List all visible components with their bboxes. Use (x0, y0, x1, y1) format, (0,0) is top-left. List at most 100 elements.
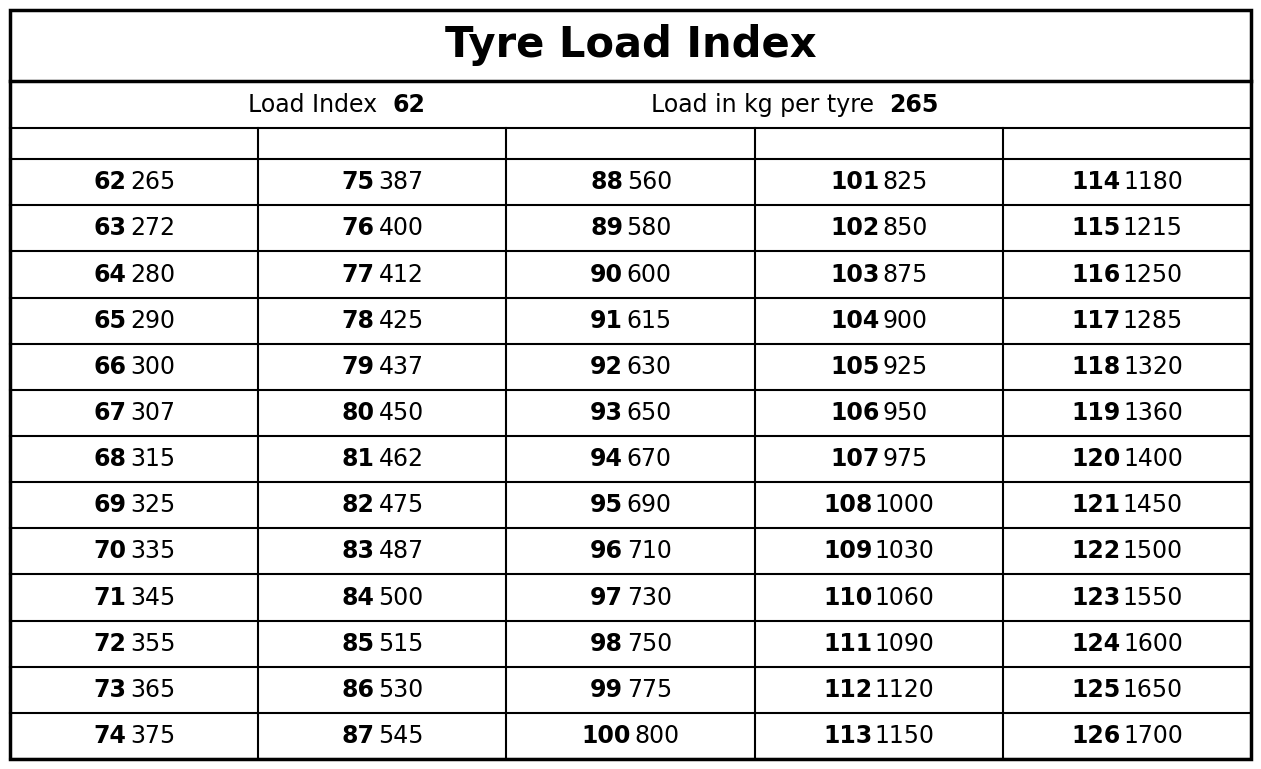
Text: 96: 96 (590, 539, 623, 564)
Text: 77: 77 (342, 262, 375, 287)
Text: 1180: 1180 (1124, 170, 1183, 195)
Text: 450: 450 (378, 401, 424, 425)
Text: 335: 335 (130, 539, 175, 564)
Text: 66: 66 (93, 355, 126, 379)
Text: 64: 64 (93, 262, 126, 287)
Text: Load Index: Load Index (248, 92, 392, 117)
Text: 600: 600 (627, 262, 672, 287)
Text: 272: 272 (130, 216, 175, 241)
Text: 545: 545 (378, 724, 424, 748)
Text: 76: 76 (342, 216, 375, 241)
Text: 80: 80 (342, 401, 375, 425)
Text: 775: 775 (627, 677, 672, 702)
Text: 615: 615 (627, 308, 672, 333)
Text: 400: 400 (378, 216, 424, 241)
Text: 1400: 1400 (1124, 447, 1183, 471)
Text: 85: 85 (342, 631, 375, 656)
Text: 86: 86 (342, 677, 375, 702)
Text: 355: 355 (130, 631, 175, 656)
Text: 116: 116 (1072, 262, 1121, 287)
Text: 1250: 1250 (1122, 262, 1183, 287)
Text: 114: 114 (1072, 170, 1121, 195)
Text: 97: 97 (590, 585, 623, 610)
Text: 1030: 1030 (875, 539, 934, 564)
Text: 75: 75 (342, 170, 375, 195)
Text: 115: 115 (1072, 216, 1121, 241)
Text: 122: 122 (1072, 539, 1121, 564)
Text: 109: 109 (823, 539, 873, 564)
Text: 90: 90 (590, 262, 623, 287)
Text: 88: 88 (590, 170, 623, 195)
Text: 950: 950 (883, 401, 927, 425)
Text: 315: 315 (130, 447, 175, 471)
Text: 1700: 1700 (1124, 724, 1183, 748)
Text: 630: 630 (627, 355, 672, 379)
Text: 475: 475 (378, 493, 424, 518)
Text: 1215: 1215 (1122, 216, 1183, 241)
Text: 365: 365 (130, 677, 175, 702)
Text: 91: 91 (590, 308, 623, 333)
Text: 62: 62 (93, 170, 126, 195)
Text: 71: 71 (93, 585, 126, 610)
Text: 1360: 1360 (1124, 401, 1183, 425)
Text: 1060: 1060 (875, 585, 934, 610)
Text: 1550: 1550 (1122, 585, 1183, 610)
Text: 92: 92 (590, 355, 623, 379)
Text: 1600: 1600 (1124, 631, 1183, 656)
Text: 300: 300 (130, 355, 175, 379)
Text: 462: 462 (378, 447, 424, 471)
Text: 290: 290 (130, 308, 175, 333)
Text: 119: 119 (1072, 401, 1121, 425)
Text: 387: 387 (378, 170, 424, 195)
Text: 83: 83 (342, 539, 375, 564)
Text: 110: 110 (823, 585, 873, 610)
Text: 93: 93 (590, 401, 623, 425)
Text: 123: 123 (1072, 585, 1121, 610)
Text: 325: 325 (130, 493, 175, 518)
Text: 70: 70 (93, 539, 126, 564)
Text: 84: 84 (342, 585, 375, 610)
Text: 118: 118 (1072, 355, 1121, 379)
Text: 95: 95 (590, 493, 623, 518)
Text: 580: 580 (627, 216, 672, 241)
Text: 1285: 1285 (1122, 308, 1183, 333)
Text: 81: 81 (342, 447, 375, 471)
Text: 62: 62 (392, 92, 425, 117)
Text: 850: 850 (881, 216, 927, 241)
Text: 825: 825 (881, 170, 927, 195)
Text: 103: 103 (830, 262, 879, 287)
Text: 63: 63 (93, 216, 126, 241)
Text: 1150: 1150 (875, 724, 934, 748)
Text: 124: 124 (1072, 631, 1121, 656)
Text: 730: 730 (627, 585, 672, 610)
Text: 690: 690 (627, 493, 672, 518)
Text: 126: 126 (1072, 724, 1121, 748)
Text: 106: 106 (830, 401, 879, 425)
Text: 710: 710 (627, 539, 672, 564)
Text: 425: 425 (378, 308, 424, 333)
Text: 412: 412 (378, 262, 424, 287)
Text: 68: 68 (93, 447, 126, 471)
Text: 900: 900 (883, 308, 927, 333)
Text: 108: 108 (823, 493, 873, 518)
Text: 1120: 1120 (875, 677, 934, 702)
Text: 65: 65 (93, 308, 126, 333)
Text: 500: 500 (378, 585, 424, 610)
Text: 82: 82 (342, 493, 375, 518)
Text: 101: 101 (830, 170, 879, 195)
Text: 94: 94 (590, 447, 623, 471)
Text: 102: 102 (830, 216, 879, 241)
Text: 875: 875 (881, 262, 927, 287)
Text: 98: 98 (590, 631, 623, 656)
Text: 530: 530 (378, 677, 424, 702)
Text: 112: 112 (823, 677, 873, 702)
Text: 375: 375 (130, 724, 175, 748)
Text: 345: 345 (130, 585, 175, 610)
Text: 104: 104 (830, 308, 879, 333)
Text: 74: 74 (93, 724, 126, 748)
Text: 437: 437 (378, 355, 424, 379)
Text: 750: 750 (627, 631, 672, 656)
Text: 73: 73 (93, 677, 126, 702)
Text: 1500: 1500 (1122, 539, 1183, 564)
Text: 72: 72 (93, 631, 126, 656)
